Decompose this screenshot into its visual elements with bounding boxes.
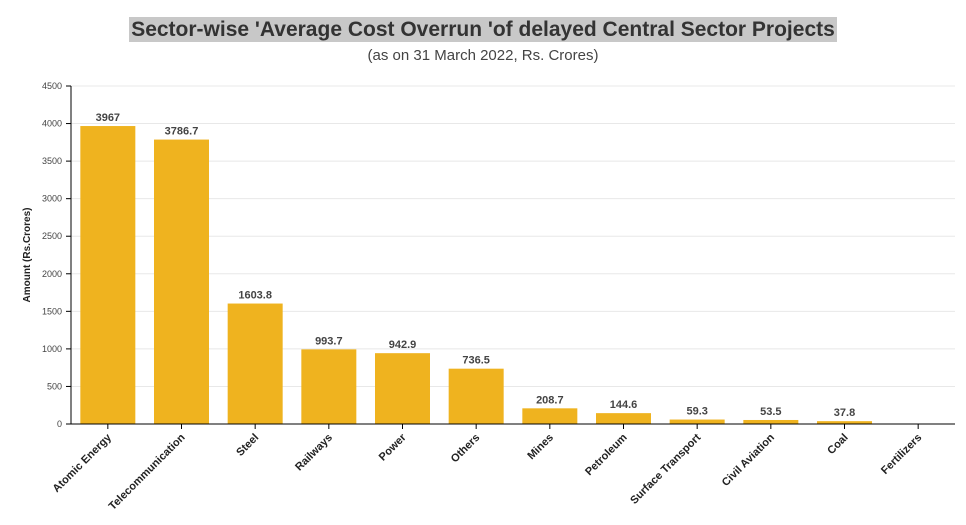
x-tick-label: Mines (525, 432, 556, 463)
x-tick-label: Fertilizers (879, 432, 924, 477)
x-tick-label: Others (449, 432, 483, 466)
bar (375, 353, 430, 424)
chart-subtitle: (as on 31 March 2022, Rs. Crores) (367, 47, 599, 64)
y-tick-label: 4000 (42, 119, 62, 129)
x-tick-label: Railways (293, 432, 335, 474)
x-tick-label: Civil Aviation (720, 431, 777, 488)
bar (596, 413, 651, 424)
data-label: 3786.7 (165, 126, 199, 138)
y-tick-label: 0 (57, 419, 62, 429)
y-tick-label: 4500 (42, 81, 62, 91)
x-tick-label: Atomic Energy (51, 431, 115, 495)
bar (80, 126, 136, 424)
bar (154, 139, 209, 424)
y-tick-label: 500 (47, 381, 62, 391)
chart-title: Sector-wise 'Average Cost Overrun 'of de… (0, 17, 966, 42)
x-tick-label: Power (377, 431, 409, 463)
y-tick-label: 3000 (42, 194, 62, 204)
y-tick-label: 3500 (42, 156, 62, 166)
bar (448, 368, 504, 424)
x-tick-label: Steel (234, 432, 261, 459)
x-tick-label: Petroleum (583, 431, 630, 478)
bar (227, 303, 283, 424)
data-label: 993.7 (315, 335, 343, 347)
data-label: 53.5 (760, 406, 781, 418)
data-label: 942.9 (389, 339, 417, 351)
x-tick-label: Coal (825, 432, 850, 457)
bar (817, 421, 872, 424)
bar (743, 419, 799, 424)
bar (522, 408, 578, 424)
y-axis-label: Amount (Rs.Crores) (22, 207, 33, 302)
y-tick-label: 1500 (42, 306, 62, 316)
y-tick-label: 2500 (42, 231, 62, 241)
bar (669, 419, 725, 424)
data-label: 144.6 (610, 399, 638, 411)
data-label: 1603.8 (238, 290, 272, 302)
data-label: 3967 (96, 112, 120, 124)
x-tick-label: Telecommunication (107, 431, 188, 512)
x-tick-label: Surface Transport (628, 431, 703, 506)
y-tick-label: 1000 (42, 344, 62, 354)
data-label: 37.8 (834, 407, 855, 419)
data-label: 59.3 (686, 406, 707, 418)
data-label: 736.5 (462, 355, 490, 367)
bar (301, 349, 357, 424)
chart-title-text: Sector-wise 'Average Cost Overrun 'of de… (129, 17, 837, 42)
data-label: 208.7 (536, 394, 564, 406)
y-tick-label: 2000 (42, 269, 62, 279)
